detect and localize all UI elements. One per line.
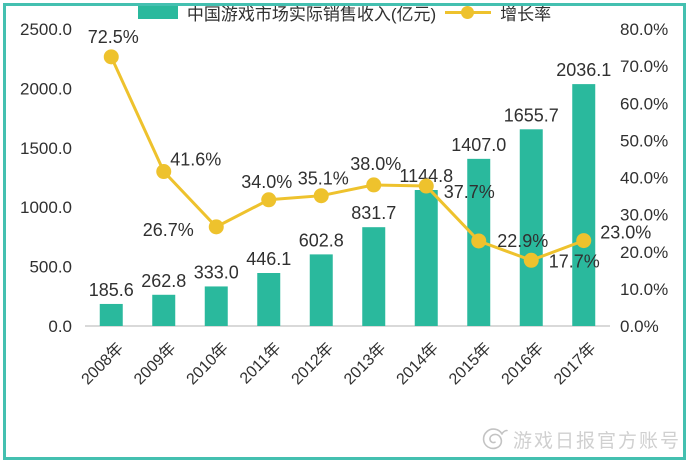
x-axis-label: 2016年 xyxy=(498,339,547,388)
growth-value-label: 26.7% xyxy=(143,220,194,240)
right-axis-tick: 50.0% xyxy=(620,131,668,150)
watermark-text: 游戏日报官方账号 xyxy=(512,430,681,452)
growth-value-label: 34.0% xyxy=(241,172,292,192)
legend-bar-swatch xyxy=(137,6,178,19)
revenue-bar xyxy=(414,189,438,326)
growth-value-label: 41.6% xyxy=(170,150,221,170)
legend-line-dot xyxy=(461,6,475,19)
bar-value-label: 1144.8 xyxy=(399,166,453,186)
growth-marker xyxy=(208,219,224,235)
growth-marker xyxy=(418,178,434,194)
growth-value-label: 38.0% xyxy=(350,154,401,174)
bar-value-label: 831.7 xyxy=(351,203,396,223)
x-axis-label: 2008年 xyxy=(78,339,127,388)
x-axis-label: 2014年 xyxy=(393,339,442,388)
growth-line xyxy=(109,56,585,262)
revenue-bar xyxy=(99,303,123,326)
left-axis-tick: 2500.0 xyxy=(20,20,72,39)
growth-value-label: 23.0% xyxy=(600,223,651,243)
revenue-bar xyxy=(257,273,281,326)
growth-value-label: 37.7% xyxy=(444,182,495,202)
revenue-bar xyxy=(152,294,176,326)
bar-value-label: 1655.7 xyxy=(504,105,559,125)
bar-value-label: 1407.0 xyxy=(451,135,506,155)
growth-marker xyxy=(366,177,382,193)
x-axis-label: 2011年 xyxy=(236,339,284,387)
x-axis-label: 2015年 xyxy=(445,339,494,388)
spiral-logo-icon xyxy=(482,428,508,450)
right-axis-tick: 40.0% xyxy=(620,169,668,188)
left-axis-tick: 500.0 xyxy=(29,258,72,277)
right-axis-tick: 60.0% xyxy=(620,94,668,113)
growth-marker xyxy=(313,188,329,204)
growth-marker xyxy=(471,233,487,249)
right-axis-tick: 70.0% xyxy=(620,57,668,76)
revenue-bar xyxy=(362,227,386,326)
left-axis-tick: 2000.0 xyxy=(20,79,72,98)
left-axis-tick: 1500.0 xyxy=(20,139,72,158)
growth-value-label: 72.5% xyxy=(88,27,139,47)
bar-value-label: 262.8 xyxy=(141,271,186,291)
right-axis-tick: 10.0% xyxy=(620,280,668,299)
bar-value-label: 333.0 xyxy=(194,262,239,282)
bar-value-label: 185.6 xyxy=(89,280,134,300)
revenue-bar xyxy=(519,129,543,326)
x-axis-label: 2009年 xyxy=(130,339,179,388)
growth-value-label: 35.1% xyxy=(298,169,349,189)
legend-line-swatch xyxy=(445,6,492,19)
x-axis-label: 2010年 xyxy=(183,339,232,388)
growth-marker xyxy=(261,192,277,208)
revenue-bar xyxy=(309,254,333,326)
growth-marker xyxy=(523,252,539,268)
growth-marker xyxy=(156,164,172,180)
bar-value-label: 446.1 xyxy=(246,249,291,269)
x-axis-label: 2013年 xyxy=(340,339,389,388)
x-axis-label: 2012年 xyxy=(288,339,337,388)
growth-marker xyxy=(103,49,119,65)
growth-value-label: 17.7% xyxy=(549,251,600,271)
right-axis-tick: 30.0% xyxy=(620,206,668,225)
revenue-bar xyxy=(572,84,596,326)
left-axis-tick: 1000.0 xyxy=(20,198,72,217)
growth-value-label: 22.9% xyxy=(497,231,548,251)
bar-value-label: 2036.1 xyxy=(556,60,611,80)
bar-value-label: 602.8 xyxy=(299,230,344,250)
right-axis-tick: 80.0% xyxy=(620,20,668,39)
legend-line-label: 增长率 xyxy=(500,5,552,24)
watermark: 游戏日报官方账号 xyxy=(478,424,681,454)
legend-bar-label: 中国游戏市场实际销售收入(亿元) xyxy=(186,5,437,24)
revenue-bar xyxy=(204,286,228,326)
left-axis-tick: 0.0 xyxy=(48,317,72,336)
x-axis-label: 2017年 xyxy=(550,339,599,388)
growth-marker xyxy=(576,233,592,249)
right-axis-tick: 0.0% xyxy=(620,317,659,336)
legend: 中国游戏市场实际销售收入(亿元) 增长率 xyxy=(0,0,689,25)
right-axis-tick: 20.0% xyxy=(620,243,668,262)
